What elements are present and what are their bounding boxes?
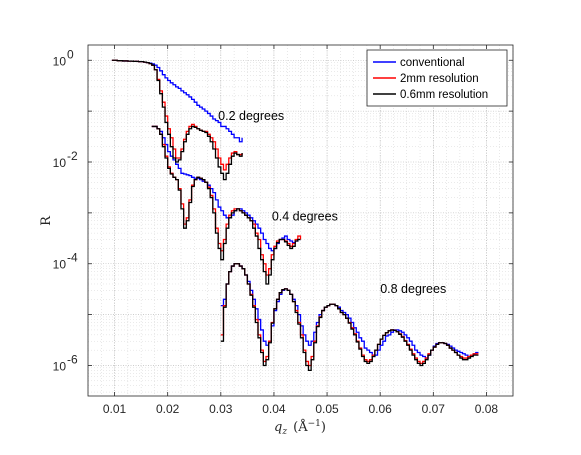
y-tick-label-exp: -4 xyxy=(67,251,78,265)
plot-frame xyxy=(87,44,514,397)
series-line-2-1 xyxy=(151,125,301,285)
x-tick-label: 0.01 xyxy=(103,402,127,416)
y-tick-label: 10 xyxy=(53,258,67,272)
x-tick-label: 0.04 xyxy=(262,402,286,416)
x-tick-labels: 0.01 0.02 0.03 0.04 0.05 0.06 0.07 0.08 xyxy=(103,402,499,416)
x-axis-title-sub: z xyxy=(281,427,287,437)
series-line-2-2 xyxy=(220,263,479,372)
legend-label-2mm: 2mm resolution xyxy=(400,73,479,85)
y-tick-label-base: 10 xyxy=(53,54,67,68)
x-axis-title-close: ) xyxy=(321,420,326,435)
x-tick-label: 0.07 xyxy=(422,402,446,416)
series-layer xyxy=(111,59,479,372)
series-line-0-2 xyxy=(220,263,479,359)
series-line-2-0 xyxy=(111,59,243,181)
x-tick-label: 0.05 xyxy=(315,402,339,416)
x-axis-title-rest: (Å xyxy=(293,419,308,435)
x-tick-label: 0.03 xyxy=(209,402,233,416)
x-tick-label: 0.06 xyxy=(369,402,393,416)
annotation-label: 0.4 degrees xyxy=(272,209,338,223)
x-tick-label: 0.08 xyxy=(475,402,499,416)
annotations: 0.2 degrees 0.4 degrees 0.8 degrees xyxy=(218,109,446,296)
annotation-label: 0.8 degrees xyxy=(380,282,446,296)
x-axis-title-sup: −1 xyxy=(308,419,321,429)
y-tick-label-exp: 0 xyxy=(67,47,74,61)
y-tick-label-base: 10 xyxy=(53,156,67,170)
minor-grid xyxy=(87,45,514,396)
y-tick-label-base: 10 xyxy=(53,359,67,373)
y-tick-label: 10 xyxy=(53,156,67,170)
y-tick-label-base: 10 xyxy=(53,258,67,272)
y-axis-title: R xyxy=(39,215,54,226)
y-tick-label-exp: -2 xyxy=(67,149,78,163)
annotation-label: 0.2 degrees xyxy=(218,109,284,123)
legend-label-conventional: conventional xyxy=(400,57,465,69)
axis-ticks xyxy=(88,45,513,396)
y-tick-label: 10 xyxy=(53,359,67,373)
legend-label-0.6mm: 0.6mm resolution xyxy=(400,89,488,101)
x-axis-title: qz (Å−1) xyxy=(274,419,326,437)
x-axis-title-main: q xyxy=(274,420,282,435)
y-tick-label-exp: -6 xyxy=(67,352,78,366)
legend: conventional 2mm resolution 0.6mm resolu… xyxy=(366,49,508,107)
x-tick-label: 0.02 xyxy=(156,402,180,416)
y-tick-label: 10 xyxy=(53,54,67,68)
